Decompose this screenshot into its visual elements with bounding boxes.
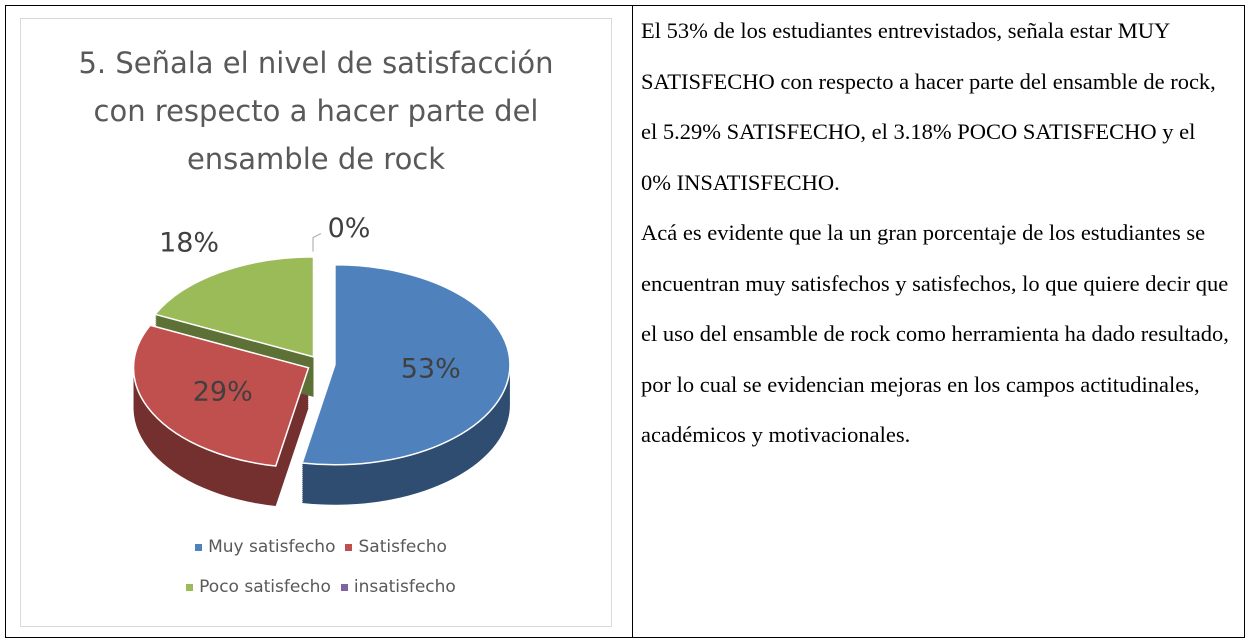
legend-swatch (340, 583, 348, 591)
legend-label: insatisfecho (353, 577, 456, 597)
data-label: 29% (193, 376, 253, 407)
legend-item: insatisfecho (340, 577, 456, 597)
legend-label: Poco satisfecho (199, 577, 331, 597)
legend-label: Muy satisfecho (208, 537, 336, 557)
pie-chart: 53% 29% 18% 0% (132, 213, 511, 507)
data-label: 0% (328, 213, 371, 244)
cell-divider (632, 6, 633, 637)
slice (301, 264, 511, 466)
slice (153, 256, 315, 358)
legend-item: Muy satisfecho (195, 537, 335, 557)
legend-swatch (195, 543, 203, 551)
legend: Muy satisfecho Satisfecho Poco satisfecho i… (151, 537, 491, 597)
data-label: 18% (159, 227, 219, 258)
leader-line (312, 233, 322, 252)
paragraph: El 53% de los estudiantes entrevistados,… (641, 18, 1216, 195)
text-cell: El 53% de los estudiantes entrevistados,… (641, 6, 1231, 461)
legend-swatch (345, 543, 353, 551)
paragraph: Acá es evidente que la un gran porcentaj… (641, 220, 1229, 447)
chart-title: 5. Señala el nivel de satisfacción con r… (78, 46, 554, 176)
legend-swatch (186, 583, 194, 591)
legend-label: Satisfecho (358, 537, 447, 557)
chart-frame: 53% 29% 18% 0% 5. Señala el nivel de satisf… (20, 18, 612, 627)
data-label: 53% (401, 353, 461, 384)
table: 53% 29% 18% 0% 5. Señala el nivel de satisf… (5, 5, 1245, 638)
legend-item: Poco satisfecho (186, 577, 331, 597)
legend-item: Satisfecho (345, 537, 447, 557)
slice (132, 324, 310, 467)
